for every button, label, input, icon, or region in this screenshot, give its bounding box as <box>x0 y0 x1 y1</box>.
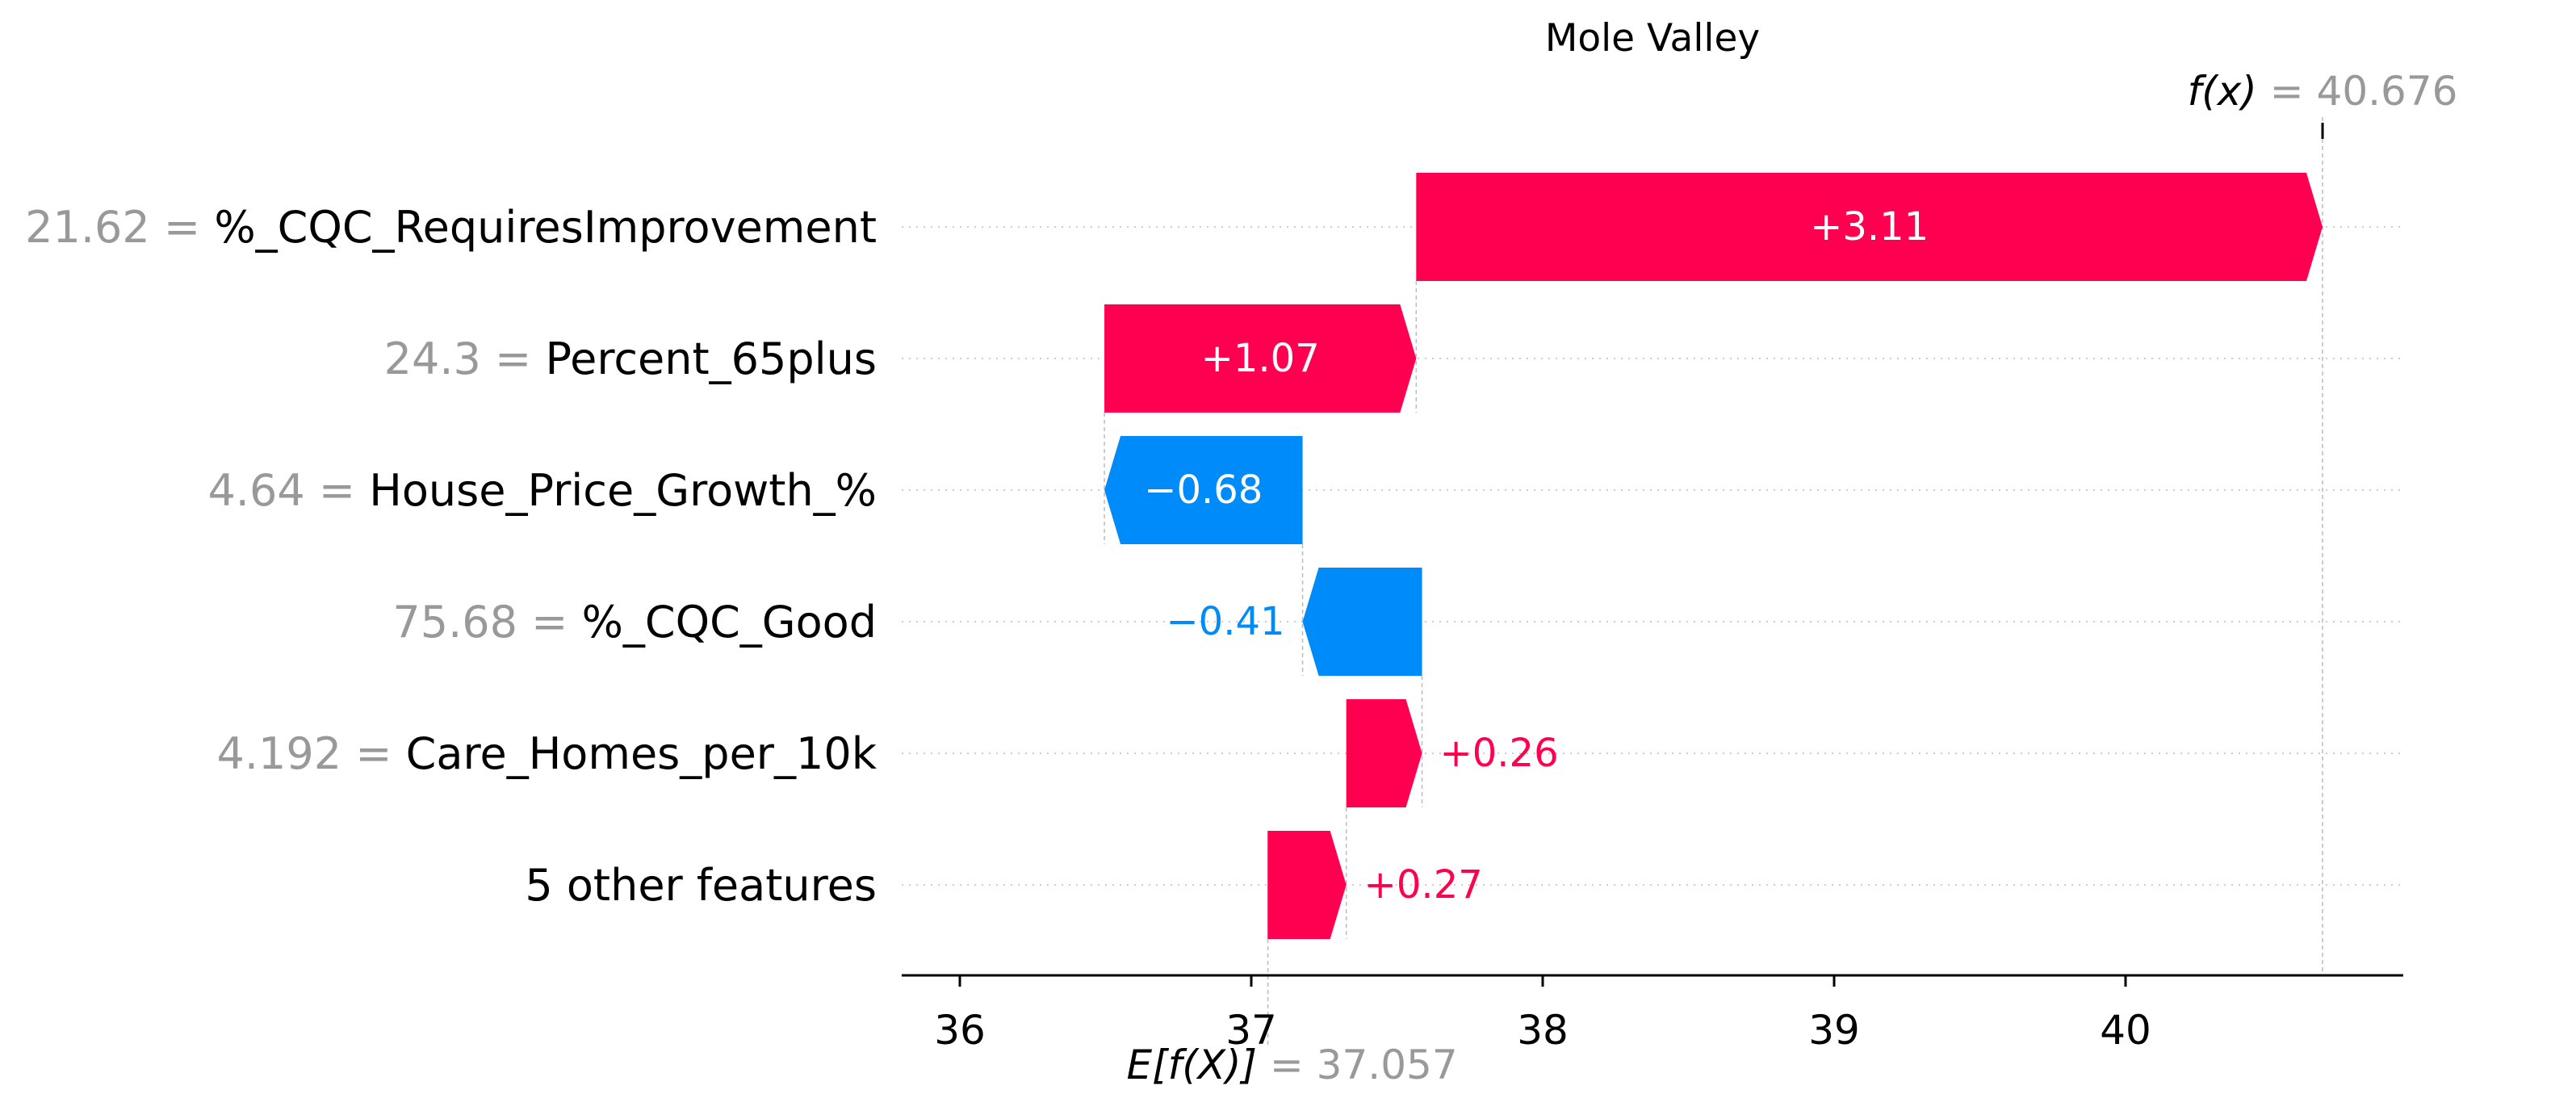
chart-title: Mole Valley <box>1545 16 1760 61</box>
contribution-label: −0.41 <box>1166 599 1284 644</box>
feature-label: 24.3 = Percent_65plus <box>384 333 877 384</box>
positive-contribution-bar <box>1416 173 2323 281</box>
feature-value: 21.62 = <box>25 202 214 253</box>
feature-name: Care_Homes_per_10k <box>406 728 878 779</box>
x-tick-label: 39 <box>1808 1007 1860 1054</box>
x-tick-label: 40 <box>2100 1007 2151 1054</box>
contribution-label: −0.68 <box>1144 467 1263 513</box>
feature-value: 4.64 = <box>207 465 369 516</box>
positive-contribution-bar <box>1346 699 1422 807</box>
contribution-label: +0.26 <box>1440 731 1559 776</box>
feature-value: 24.3 = <box>384 333 546 384</box>
feature-label: 75.68 = %_CQC_Good <box>392 597 877 648</box>
output-value-marker: f(x) = 40.676 <box>2188 68 2458 139</box>
x-tick-label: 38 <box>1517 1007 1569 1054</box>
base-label-math: E[f(X)] <box>1127 1042 1257 1088</box>
feature-name: %_CQC_RequiresImprovement <box>214 202 877 253</box>
connector-lines <box>1104 117 2323 1048</box>
x-tick-label: 36 <box>934 1007 986 1054</box>
negative-contribution-bar <box>1302 568 1422 676</box>
output-value-label: f(x) = 40.676 <box>2188 68 2458 115</box>
negative-contribution-bar <box>1104 436 1303 544</box>
feature-labels: 21.62 = %_CQC_RequiresImprovement 24.3 = … <box>25 202 878 911</box>
positive-contribution-bar <box>1104 304 1417 413</box>
feature-label: 4.64 = House_Price_Growth_% <box>207 465 877 516</box>
base-value-label: E[f(X)] = 37.057 <box>1127 1042 1458 1088</box>
positive-contribution-bar <box>1267 831 1347 939</box>
feature-label: 4.192 = Care_Homes_per_10k <box>217 728 878 779</box>
feature-label: 21.62 = %_CQC_RequiresImprovement <box>25 202 877 253</box>
feature-label: 5 other features <box>525 860 877 911</box>
contribution-label: +3.11 <box>1810 204 1929 249</box>
x-tick-label: 37 <box>1225 1007 1277 1054</box>
feature-name: 5 other features <box>525 860 877 911</box>
feature-name: %_CQC_Good <box>582 597 877 648</box>
base-value-marker: E[f(X)] = 37.057 <box>1127 1042 1458 1088</box>
contribution-bars: +3.11 +1.07 −0.68 −0.41 +0.26 +0.27 <box>1104 173 2323 939</box>
feature-value: 4.192 = <box>217 728 406 779</box>
feature-value: 75.68 = <box>392 597 581 648</box>
feature-name: Percent_65plus <box>545 333 877 384</box>
base-label-value: = 37.057 <box>1270 1042 1458 1088</box>
contribution-label: +1.07 <box>1201 336 1320 381</box>
contribution-label: +0.27 <box>1364 862 1483 908</box>
feature-name: House_Price_Growth_% <box>369 465 877 516</box>
output-label-value: = 40.676 <box>2270 68 2458 115</box>
output-label-math: f(x) <box>2188 68 2257 115</box>
x-axis: 36 37 38 39 40 <box>902 974 2403 1054</box>
